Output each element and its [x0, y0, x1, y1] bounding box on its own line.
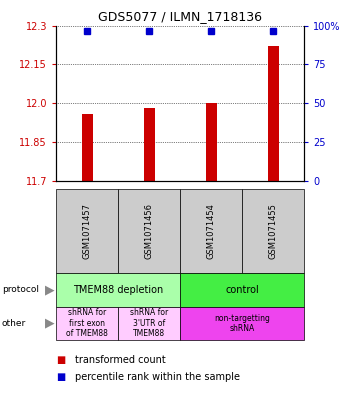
Text: transformed count: transformed count	[75, 354, 166, 365]
Bar	[143, 108, 155, 181]
Text: GSM1071456: GSM1071456	[145, 203, 154, 259]
Text: GSM1071457: GSM1071457	[83, 203, 91, 259]
Text: ■: ■	[56, 372, 65, 382]
Text: ■: ■	[56, 354, 65, 365]
Text: non-targetting
shRNA: non-targetting shRNA	[214, 314, 270, 333]
Text: GSM1071455: GSM1071455	[269, 203, 278, 259]
Text: TMEM88 depletion: TMEM88 depletion	[73, 285, 163, 295]
Bar	[206, 103, 217, 181]
Text: protocol: protocol	[2, 285, 39, 294]
Title: GDS5077 / ILMN_1718136: GDS5077 / ILMN_1718136	[98, 10, 262, 23]
Text: ▶: ▶	[45, 283, 54, 296]
Text: shRNA for
3'UTR of
TMEM88: shRNA for 3'UTR of TMEM88	[130, 309, 168, 338]
Text: ▶: ▶	[45, 317, 54, 330]
Text: other: other	[2, 319, 26, 328]
Text: shRNA for
first exon
of TMEM88: shRNA for first exon of TMEM88	[66, 309, 108, 338]
Text: control: control	[225, 285, 259, 295]
Bar	[268, 46, 279, 181]
Text: percentile rank within the sample: percentile rank within the sample	[75, 372, 240, 382]
Text: GSM1071454: GSM1071454	[207, 203, 216, 259]
Bar	[82, 114, 93, 181]
